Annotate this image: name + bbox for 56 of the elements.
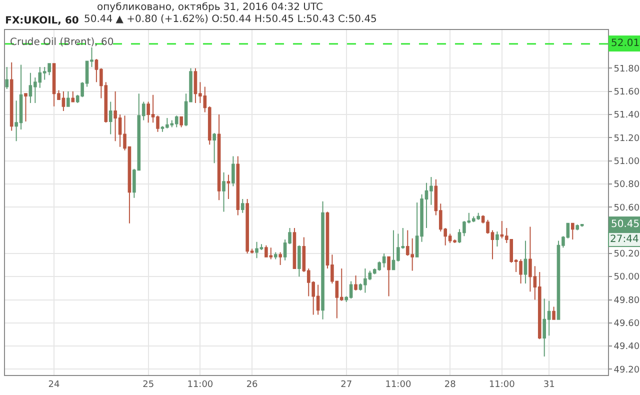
- y-tick-label: 51.60: [614, 88, 640, 98]
- candlestick: [71, 90, 75, 102]
- candlestick: [5, 66, 9, 90]
- x-tick-label: 26: [246, 380, 258, 390]
- x-tick-label: 25: [142, 380, 154, 390]
- y-tick-label: 49.20: [614, 365, 640, 376]
- text: 27:44: [610, 234, 639, 245]
- candlestick: [240, 198, 244, 214]
- x-tick-label: 24: [48, 380, 60, 390]
- text: 50.45: [611, 219, 640, 230]
- candlestick: [217, 114, 221, 201]
- y-tick-label: 49.40: [614, 342, 640, 352]
- candlestick: [10, 62, 14, 132]
- y-tick-label: 51.80: [614, 64, 640, 74]
- candlestick: [212, 132, 216, 164]
- candlestick: [180, 116, 183, 128]
- candlestick: [278, 252, 282, 266]
- candlestick: [274, 252, 278, 260]
- y-tick-label: 51.40: [614, 110, 640, 121]
- candlestick: [226, 174, 230, 200]
- x-tick-label: 28: [444, 380, 456, 390]
- annotation: Crude Oil (Brent), 60: [10, 37, 114, 48]
- y-tick-label: 49.60: [614, 319, 640, 330]
- y-tick-label: 50.20: [614, 250, 640, 260]
- candlestick: [108, 101, 112, 135]
- candlestick: [24, 93, 28, 122]
- candlestick: [354, 274, 358, 291]
- candlestick: [542, 298, 546, 357]
- y-tick-label: 49.80: [614, 296, 640, 306]
- candlestick: [576, 224, 580, 231]
- y-tick-label: 51.00: [614, 156, 640, 167]
- candlestick: [524, 240, 528, 284]
- y-tick-label: 50.80: [614, 180, 640, 190]
- candlestick: [570, 222, 574, 240]
- y-tick-label: 51.20: [614, 134, 640, 144]
- chart-subtitle: 50.44 ▲ +0.80 (+1.62%) O:50.44 H:50.45 L:50.43 C:50.45: [84, 14, 377, 25]
- text: опубликовано, октябрь 31, 2016 04:32 UTC: [97, 2, 323, 13]
- candlestick: [66, 90, 70, 107]
- x-tick-label: 27: [340, 380, 352, 390]
- y-tick-label: 50.60: [614, 203, 640, 214]
- ref-line-label: 52.01: [611, 38, 640, 49]
- candlestick: [321, 200, 324, 320]
- x-tick-label: 11:00: [385, 380, 412, 390]
- candlestick: [552, 306, 556, 320]
- candlestick: [222, 172, 226, 212]
- candlestick: [232, 156, 235, 187]
- y-tick-label: 50.00: [614, 272, 640, 283]
- chart-title: FX:UKOIL, 60: [5, 16, 79, 26]
- x-tick-label: 11:00: [488, 380, 516, 390]
- candlestick: [298, 244, 301, 278]
- candlestick: [496, 230, 499, 247]
- candlestick: [236, 156, 240, 216]
- x-tick-label: 31: [543, 380, 555, 390]
- candlestick: [387, 256, 390, 297]
- x-tick-label: 11:00: [187, 380, 214, 390]
- candlestick: [292, 227, 296, 269]
